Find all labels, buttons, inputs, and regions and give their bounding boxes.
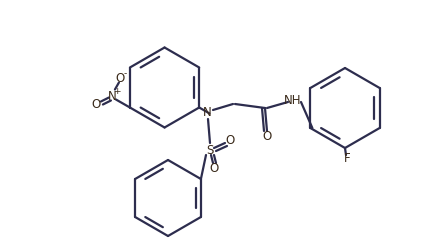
Text: O: O xyxy=(225,134,235,147)
Text: NH: NH xyxy=(284,94,302,107)
Text: F: F xyxy=(344,152,350,165)
Text: -: - xyxy=(124,69,127,78)
Text: N: N xyxy=(202,106,211,119)
Text: O: O xyxy=(209,162,219,175)
Text: O: O xyxy=(91,98,100,110)
Text: O: O xyxy=(263,130,272,143)
Text: O: O xyxy=(115,72,124,85)
Text: S: S xyxy=(206,144,214,157)
Text: +: + xyxy=(113,87,121,96)
Text: N: N xyxy=(108,90,116,102)
